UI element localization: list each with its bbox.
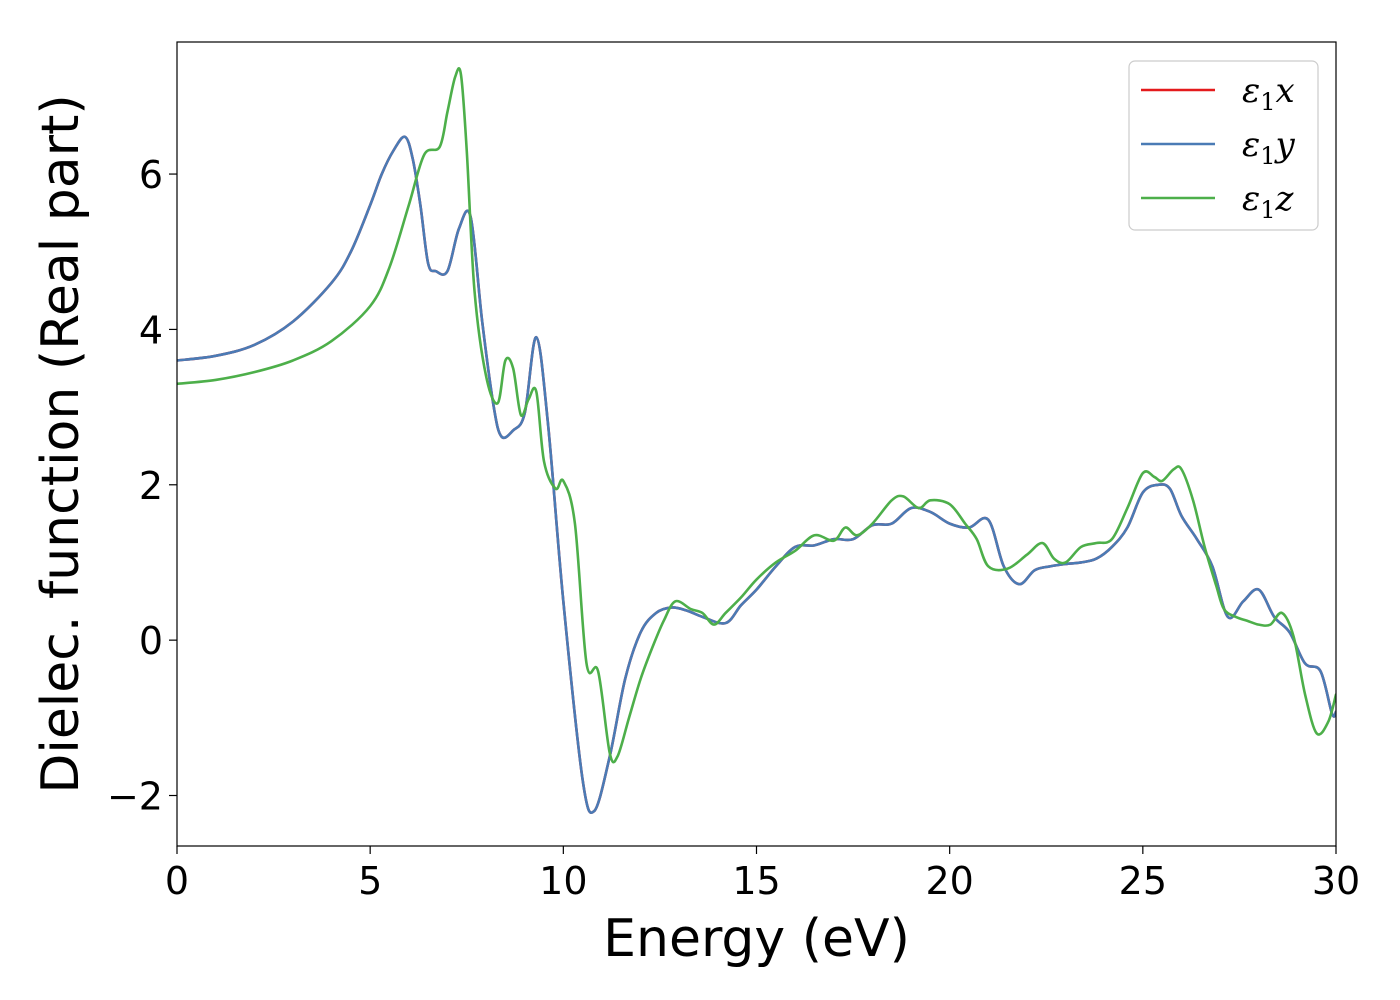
legend-label-x: ε1x bbox=[1242, 71, 1295, 116]
x-tick-label: 20 bbox=[925, 859, 973, 903]
x-axis-ticks: 0 5 10 15 20 25 30 bbox=[165, 846, 1360, 903]
y-tick-label: −2 bbox=[107, 775, 163, 819]
series-layer bbox=[177, 67, 1336, 815]
y-tick-label: 4 bbox=[139, 308, 163, 352]
x-tick-label: 25 bbox=[1119, 859, 1167, 903]
x-axis-label: Energy (eV) bbox=[603, 909, 910, 969]
y-tick-label: 6 bbox=[139, 153, 163, 197]
legend-label-z: ε1z bbox=[1242, 179, 1295, 224]
legend: ε1x ε1y ε1z bbox=[1128, 60, 1319, 231]
series-line-x bbox=[177, 135, 1336, 815]
x-tick-label: 15 bbox=[732, 859, 780, 903]
x-tick-label: 30 bbox=[1312, 859, 1360, 903]
legend-box bbox=[1128, 60, 1319, 231]
x-tick-label: 10 bbox=[539, 859, 587, 903]
x-tick-label: 0 bbox=[165, 859, 189, 903]
series-line-z bbox=[177, 67, 1336, 764]
x-tick-label: 5 bbox=[358, 859, 382, 903]
y-tick-label: 2 bbox=[139, 464, 163, 508]
y-axis-ticks: −2 0 2 4 6 bbox=[107, 153, 177, 819]
series-line-y bbox=[177, 135, 1336, 815]
legend-label-y: ε1y bbox=[1242, 125, 1296, 170]
y-axis-label: Dielec. function (Real part) bbox=[31, 94, 91, 793]
y-tick-label: 0 bbox=[139, 619, 163, 663]
